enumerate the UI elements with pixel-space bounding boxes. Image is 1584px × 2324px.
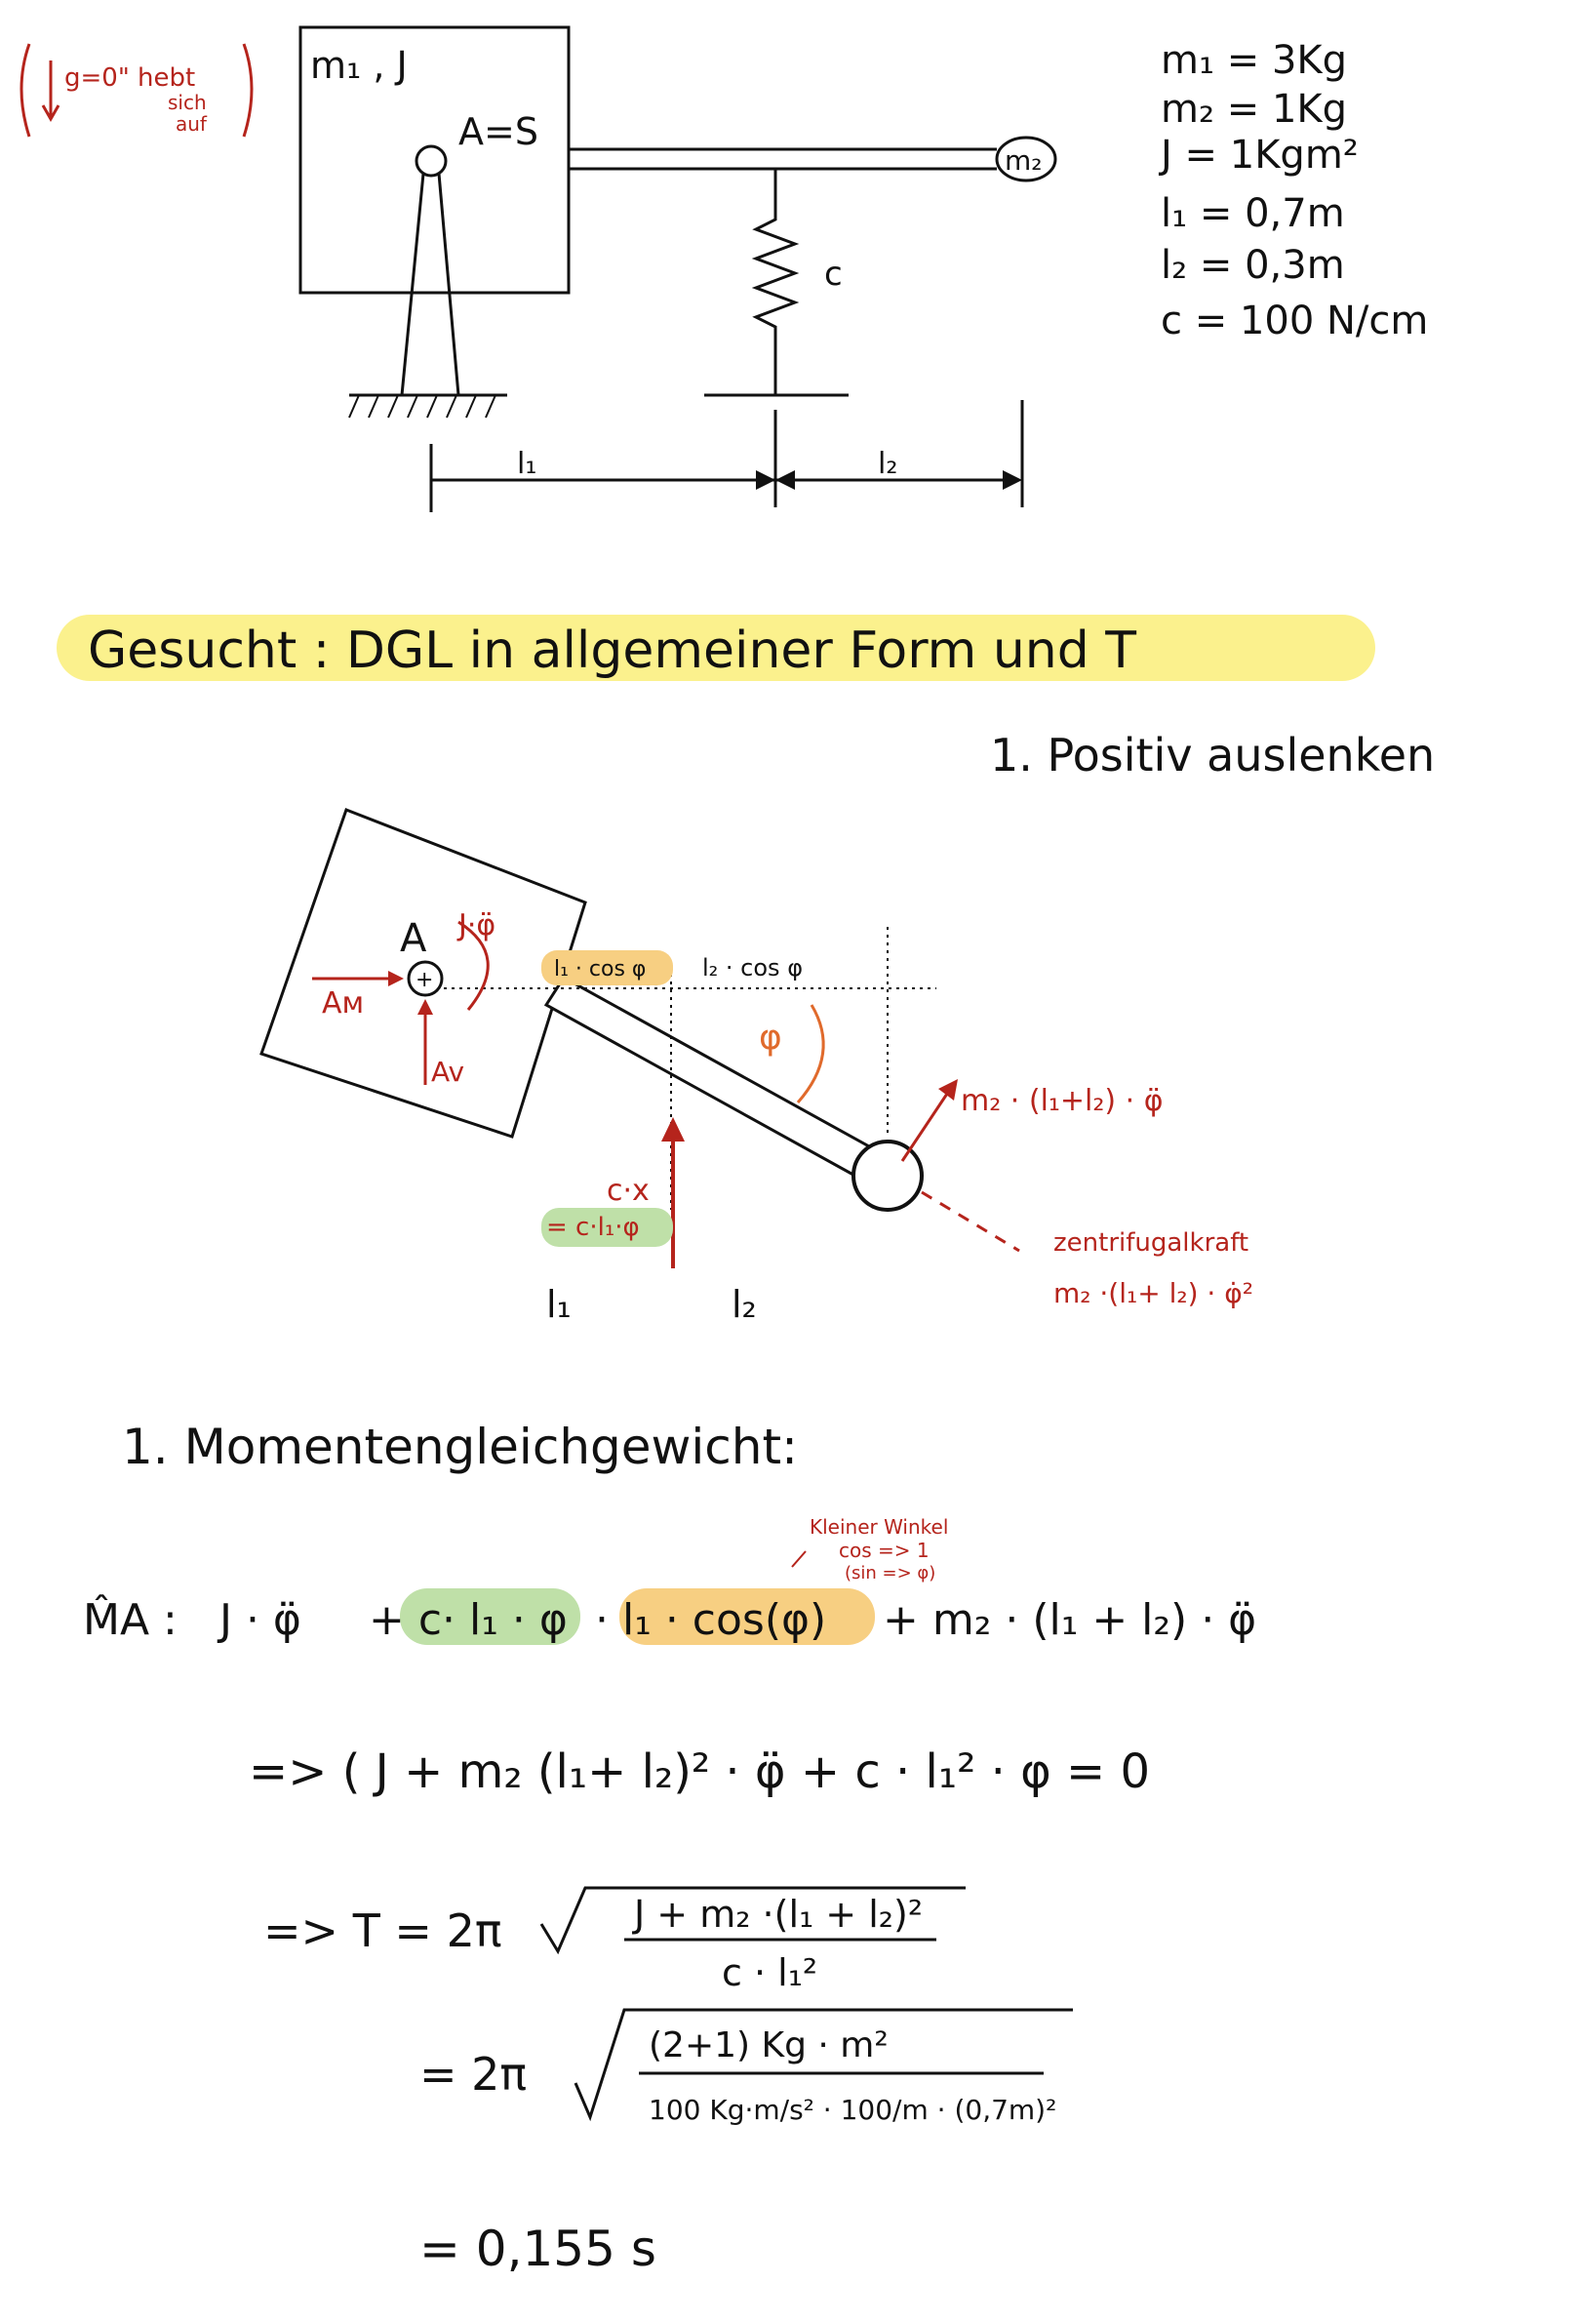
l1cos-label: l₁ · cos φ [554, 957, 646, 982]
note-line2: sich [168, 91, 207, 114]
l1cos-highlight [541, 950, 673, 985]
am-label: Aм [322, 986, 364, 1021]
note-line3: auf [176, 112, 208, 136]
mass2-label: m₂ [1005, 144, 1043, 177]
given-c: c = 100 N/cm [1161, 299, 1428, 343]
m2-force-arrow [900, 1087, 953, 1162]
given-J: J = 1Kgm² [1158, 133, 1359, 178]
phi-label: φ [759, 1018, 782, 1058]
term-lever: · l₁ · cos(φ) [595, 1595, 826, 1645]
sub-prefix: = 2π [419, 2048, 527, 2101]
cos-term-highlight [619, 1588, 875, 1645]
inertia-label: J·φ̈ [456, 908, 495, 942]
period-formula: => T = 2π J + m₂ ·(l₁ + l₂)² c · l₁² [263, 1886, 966, 1994]
note-paren-left [20, 43, 31, 138]
t-prefix: => T = 2π [263, 1904, 502, 1957]
small-angle-note: Kleiner Winkel cos => 1 (sin => φ) [791, 1515, 948, 1583]
term-spring: + c· l₁ · φ [369, 1595, 568, 1645]
gravity-note: g=0" hebt sich auf [20, 43, 254, 138]
sqrt-sign-2 [574, 2008, 1073, 2122]
mass-m2 [995, 136, 1057, 182]
given-l2: l₂ = 0,3m [1161, 243, 1345, 288]
pivot-label: A=S [458, 110, 538, 153]
body-label: m₁ , J [310, 44, 408, 87]
ground-hatch [348, 394, 496, 419]
spring-label: c [824, 255, 843, 294]
task-text: Gesucht : DGL in allgemeiner Form und T [88, 621, 1136, 680]
sub-numerator: (2+1) Kg · m² [649, 2025, 889, 2065]
given-m1: m₁ = 3Kg [1161, 38, 1347, 83]
substitution: = 2π (2+1) Kg · m² 100 Kg·m/s² · 100/m ·… [419, 2008, 1073, 2126]
rotated-rod [543, 976, 881, 1181]
seg-l1: l₁ [546, 1283, 572, 1326]
mass-m2-rotated [851, 1140, 924, 1212]
free-body-diagram: + A l₁ · cos φ l₂ · cos φ φ Aм Av J·φ̈ c… [259, 808, 1253, 1326]
moment-lhs: M̂A : [83, 1593, 178, 1645]
dim-l2: l₂ [878, 447, 897, 481]
av-label: Av [431, 1056, 464, 1088]
seg-l2: l₂ [732, 1283, 757, 1326]
pivot-label-2: A [400, 916, 427, 961]
svg-text:+: + [416, 968, 433, 992]
given-m2: m₂ = 1Kg [1161, 87, 1347, 132]
sub-denominator: 100 Kg·m/s² · 100/m · (0,7m)² [649, 2094, 1056, 2126]
term-m2: + m₂ · (l₁ + l₂) · φ̈ [883, 1595, 1256, 1645]
note-sin: (sin => φ) [845, 1563, 935, 1583]
spring-term-highlight [400, 1588, 580, 1645]
step1-heading: 1. Positiv auslenken [990, 729, 1435, 781]
moment-equation: M̂A : J · φ̈ + c· l₁ · φ · l₁ · cos(φ) +… [83, 1588, 1256, 1645]
term-inertia: J · φ̈ [217, 1595, 301, 1645]
dgl-equation: => ( J + m₂ (l₁+ l₂)² · φ̈ + c · l₁² · φ… [249, 1744, 1150, 1799]
centrifugal-arrow [921, 1190, 1020, 1253]
moment-heading: 1. Momentengleichgewicht: [122, 1419, 798, 1475]
system-sketch: m₁ , J A=S m₂ c l₁ l₂ [298, 25, 1057, 512]
l2cos-label: l₂ · cos φ [702, 954, 803, 982]
t-denominator: c · l₁² [722, 1951, 817, 1994]
given-values: m₁ = 3Kg m₂ = 1Kg J = 1Kgm² l₁ = 0,7m l₂… [1158, 38, 1428, 343]
sqrt-sign-1 [539, 1886, 966, 1955]
given-l1: l₁ = 0,7m [1161, 191, 1345, 236]
note-cos: cos => 1 [839, 1539, 930, 1562]
pivot-stand [400, 173, 460, 396]
pivot-circle [415, 144, 448, 178]
body-m1 [298, 25, 571, 295]
t-numerator: J + m₂ ·(l₁ + l₂)² [632, 1893, 923, 1936]
dim-l1: l₁ [517, 447, 536, 481]
phi-arc [796, 1004, 825, 1103]
spring-force-line2: = c·l₁·φ [546, 1213, 640, 1242]
note-small-angle: Kleiner Winkel [810, 1515, 948, 1539]
spring-force-line1: c·x [607, 1174, 650, 1208]
task-highlight [57, 615, 1375, 681]
inertia-arc [457, 920, 490, 1011]
note-paren-right [242, 43, 254, 138]
note-line1: g=0" hebt [64, 63, 195, 93]
spring-force-highlight [541, 1208, 673, 1247]
centrifugal-label1: zentrifugalkraft [1053, 1228, 1248, 1258]
m2-force-label: m₂ · (l₁+l₂) · φ̈ [961, 1084, 1164, 1118]
centrifugal-label2: m₂ ·(l₁+ l₂) · φ̇² [1053, 1277, 1253, 1309]
result: = 0,155 s [419, 2221, 656, 2277]
spring [751, 169, 800, 395]
pivot-circle-2 [407, 960, 444, 997]
